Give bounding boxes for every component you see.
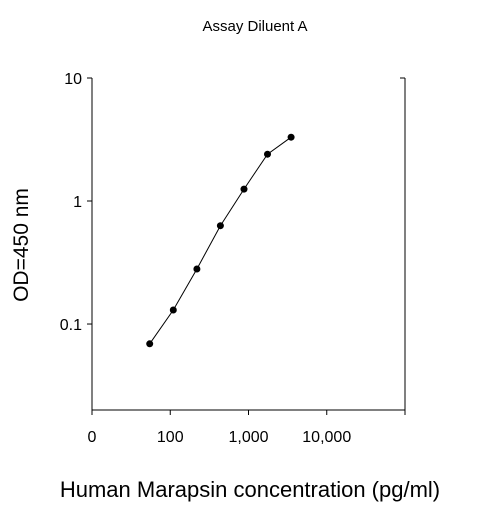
data-point xyxy=(264,150,271,158)
x-tick-label: 1,000 xyxy=(228,429,268,446)
y-tick-label: 0.1 xyxy=(60,317,82,334)
data-point xyxy=(146,340,154,348)
data-point xyxy=(287,133,295,141)
x-tick-label: 0 xyxy=(88,429,97,446)
x-tick-label: 10,000 xyxy=(302,429,351,446)
data-point xyxy=(216,222,224,230)
chart-title: Assay Diluent A xyxy=(202,18,307,35)
data-point xyxy=(193,265,201,273)
x-tick-label: 100 xyxy=(157,429,184,446)
x-axis-label: Human Marapsin concentration (pg/ml) xyxy=(60,477,440,502)
series-line xyxy=(149,136,292,345)
data-point xyxy=(240,185,248,193)
y-tick-label: 10 xyxy=(64,71,82,88)
y-tick-label: 1 xyxy=(73,194,82,211)
y-axis-label: OD=450 nm xyxy=(10,188,33,302)
data-point xyxy=(169,306,177,314)
